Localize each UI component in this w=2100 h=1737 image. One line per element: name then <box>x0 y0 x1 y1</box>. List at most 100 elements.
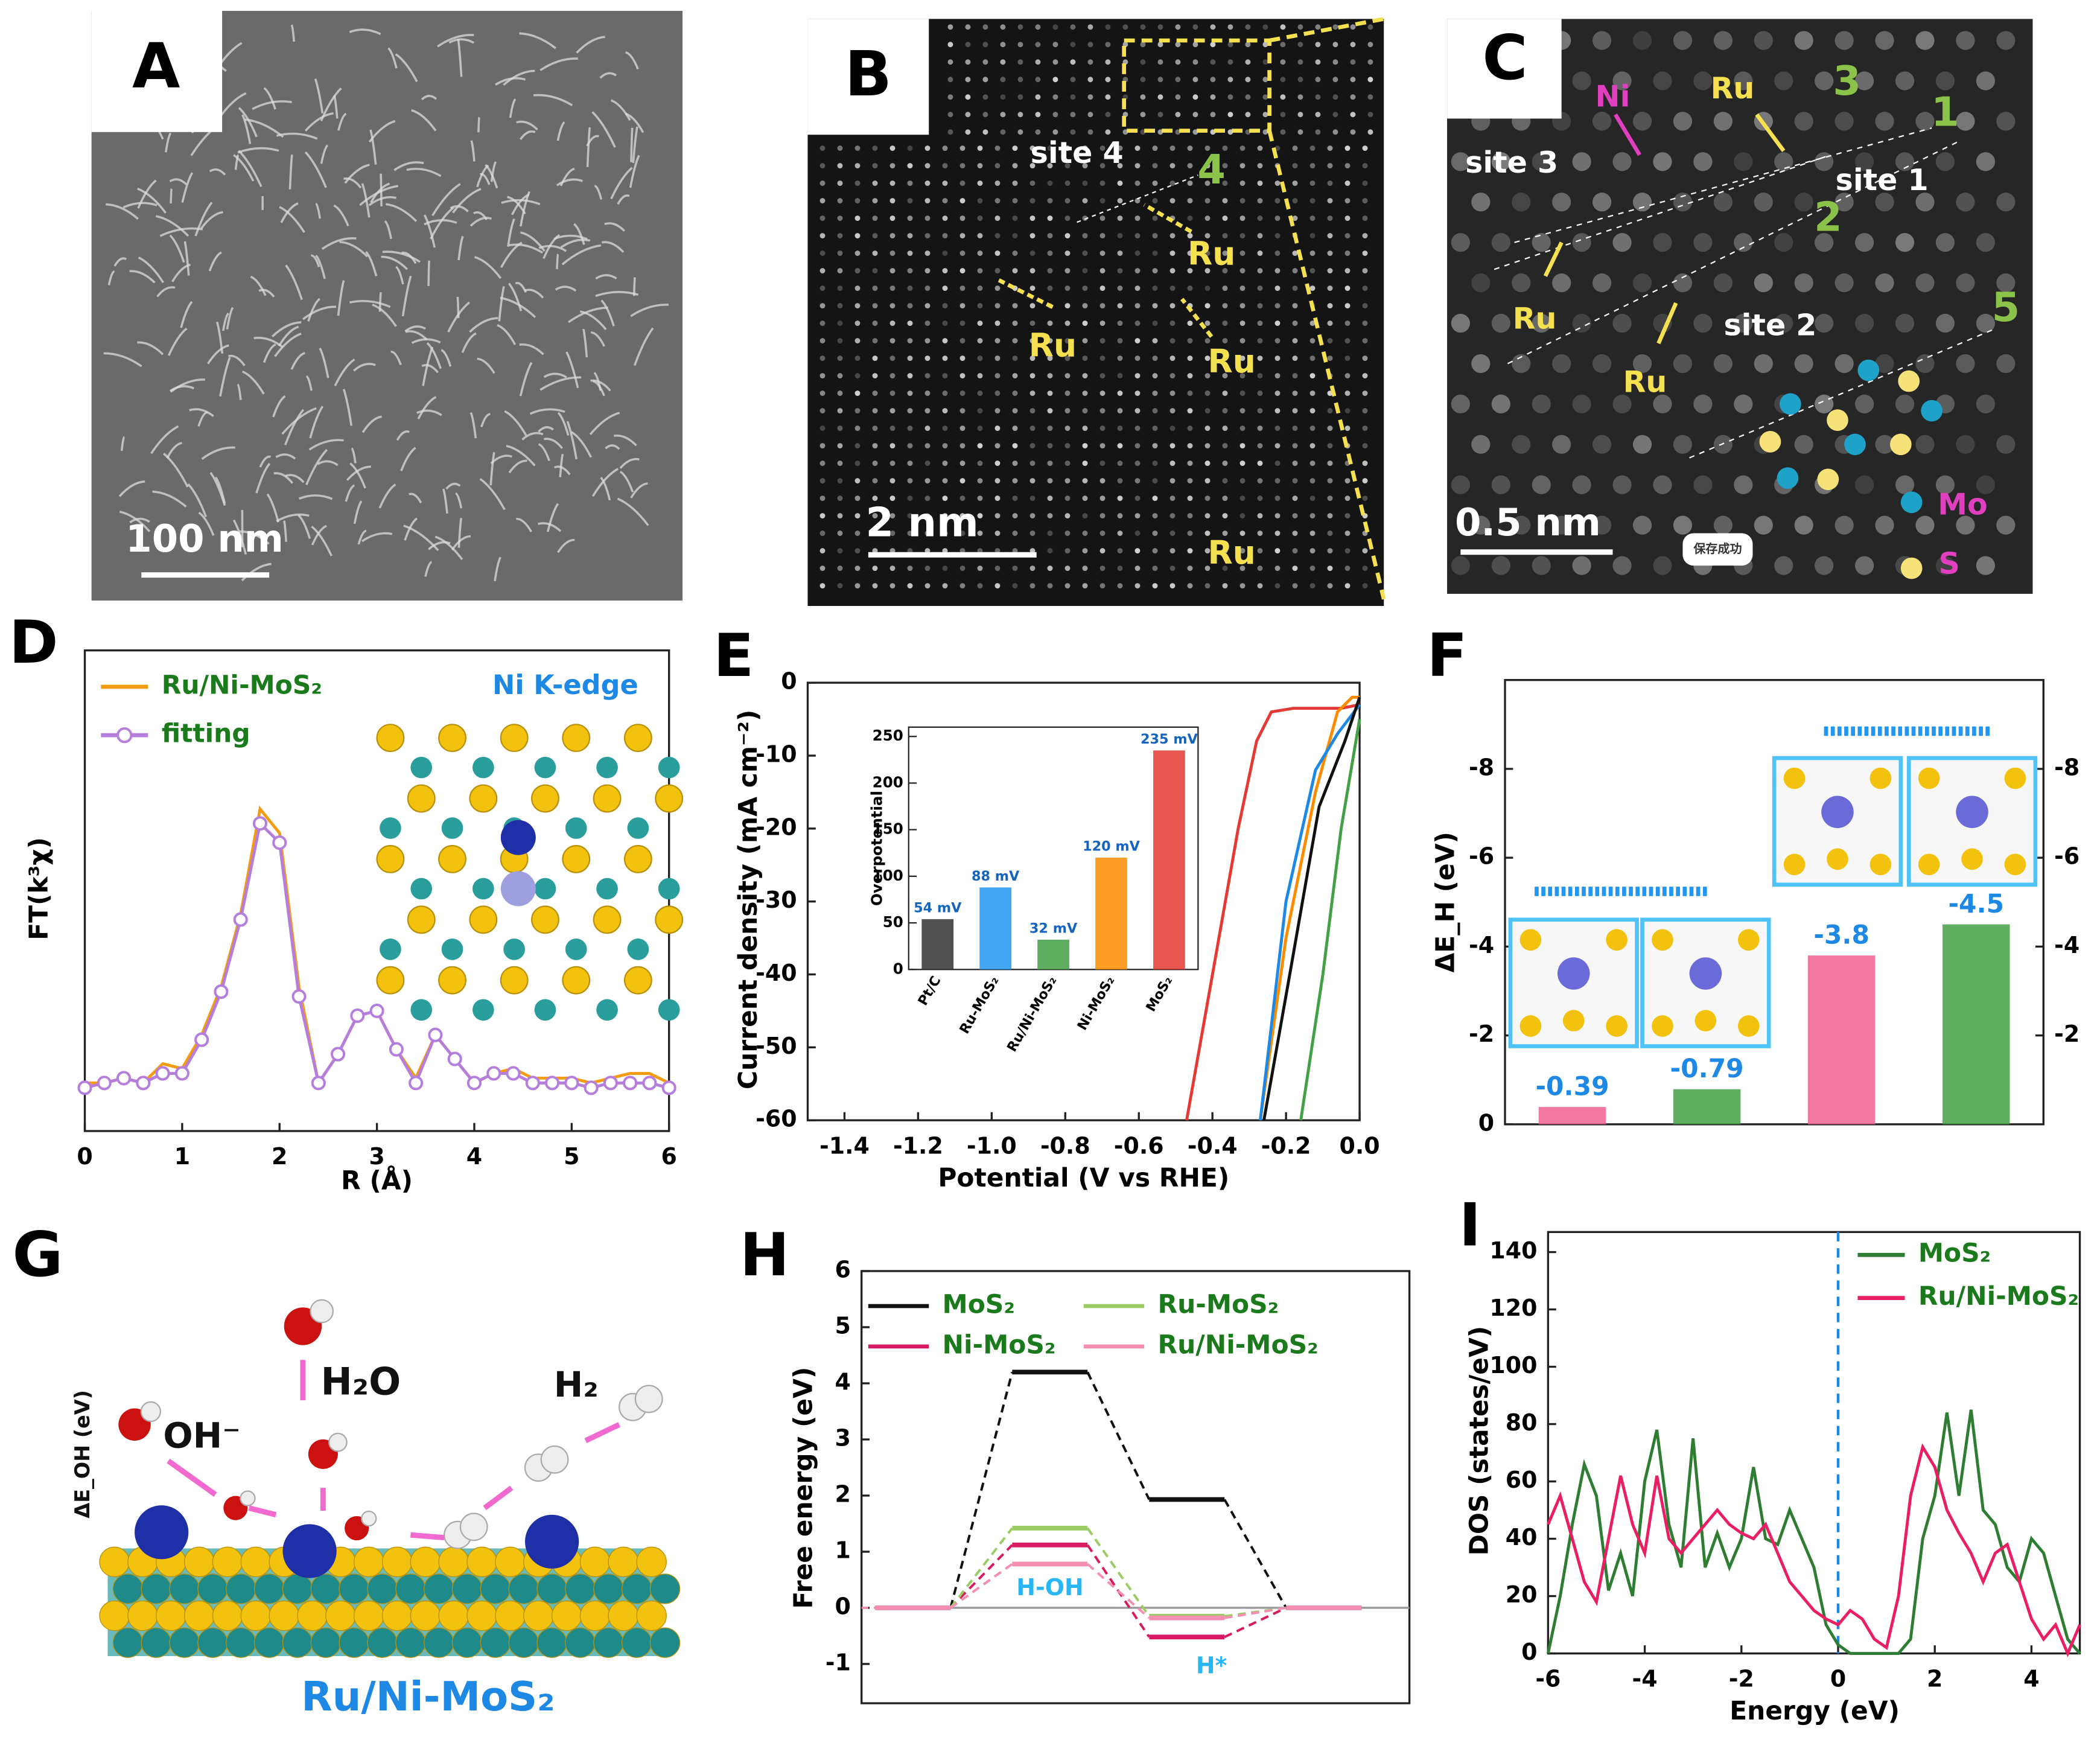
atom-dot <box>1134 566 1141 571</box>
mo-atom <box>627 817 649 839</box>
flake <box>170 378 205 393</box>
atom-dot <box>1204 250 1211 256</box>
atom-dot <box>1187 461 1193 466</box>
atom-dot <box>1204 198 1211 203</box>
atom-dot <box>1082 390 1088 396</box>
atom-dot <box>1047 198 1053 203</box>
atom-blob <box>1976 556 1995 575</box>
atom-dot <box>1134 250 1141 256</box>
atom-dot <box>819 548 826 553</box>
atom-dot <box>965 112 971 118</box>
atom-dot <box>1327 163 1333 168</box>
s-atom <box>1737 929 1760 951</box>
flake <box>372 304 397 327</box>
y-tick-label: 2 <box>835 1480 850 1507</box>
atom-dot <box>1344 496 1351 501</box>
atom-blob <box>1935 152 1955 171</box>
atom-dot <box>1187 145 1193 151</box>
atom-dot <box>1134 390 1141 396</box>
atom-dot <box>854 513 861 518</box>
atom-dot <box>942 390 948 396</box>
atom-dot <box>1082 461 1088 466</box>
atom-dot <box>889 408 896 413</box>
atom-blob <box>1875 515 1894 535</box>
atom-dot <box>1362 215 1368 221</box>
atom-dot <box>837 513 843 518</box>
atom-dot <box>907 268 913 273</box>
flake <box>219 357 231 397</box>
atom-dot <box>1362 390 1368 396</box>
arrow <box>1180 298 1214 338</box>
atom-dot <box>1327 233 1333 238</box>
atom-dot <box>854 548 861 553</box>
atom-dot <box>977 180 983 186</box>
atom-dot <box>907 443 913 448</box>
atom-dot <box>1187 531 1193 536</box>
atom-dot <box>1099 145 1106 151</box>
marker <box>545 1076 560 1091</box>
atom-dot <box>1309 268 1316 273</box>
flake <box>519 191 530 227</box>
atom-dot <box>1082 408 1088 413</box>
flake <box>494 556 501 582</box>
atom-dot <box>947 112 953 118</box>
y2-tick-label: -6 <box>2054 843 2079 870</box>
atom-dot <box>1169 320 1176 326</box>
marker <box>409 1076 424 1091</box>
atom-dot <box>1099 338 1106 343</box>
atom-dot <box>1274 320 1281 326</box>
atom-dot <box>1169 303 1176 308</box>
flake <box>556 178 583 186</box>
atom-blob <box>1815 556 1834 575</box>
atom-blob <box>1653 394 1672 413</box>
atom-dot <box>1082 338 1088 343</box>
atom-dot <box>1274 303 1281 308</box>
atom-dot <box>854 338 861 343</box>
s-atom <box>621 1627 652 1658</box>
atom-dot <box>854 145 861 151</box>
atom-dot <box>1017 24 1023 30</box>
atom-dot <box>1064 215 1071 221</box>
flake <box>337 280 345 316</box>
y-tick-label: 200 <box>873 773 903 791</box>
atom-dot <box>1227 42 1233 48</box>
atom-dot <box>1175 42 1181 48</box>
s-atom <box>376 724 405 753</box>
flake <box>200 211 223 229</box>
atom-dot <box>1029 373 1036 378</box>
atom-dot <box>1362 320 1368 326</box>
atom-dot <box>1035 94 1041 100</box>
atom-dot <box>854 390 861 396</box>
atom-dot <box>1362 145 1368 151</box>
atom-dot <box>907 566 913 571</box>
atom-dot <box>1047 496 1053 501</box>
atom-dot <box>982 24 988 30</box>
atom-dot <box>994 355 1001 361</box>
flake <box>343 177 362 189</box>
atom-blob <box>1693 71 1713 91</box>
s-atom <box>212 1546 243 1578</box>
flake <box>180 301 193 328</box>
atom-blob <box>1592 354 1612 374</box>
atom-dot <box>1134 320 1141 326</box>
atom-dot <box>1309 496 1316 501</box>
atom-dot <box>942 338 948 343</box>
atom-dot <box>1047 443 1053 448</box>
flake <box>308 439 344 451</box>
flake <box>557 538 575 553</box>
atom-dot <box>1099 180 1106 186</box>
flake <box>305 375 313 391</box>
flake <box>129 270 156 284</box>
atom-dot <box>1152 145 1158 151</box>
atom-dot <box>1292 390 1298 396</box>
atom-dot <box>1052 42 1058 48</box>
flake <box>368 196 396 206</box>
atom-dot <box>1327 268 1333 273</box>
atom-dot <box>1204 566 1211 571</box>
x-tick-label: 3 <box>369 1143 384 1170</box>
atom-blob <box>1552 273 1571 293</box>
atom-dot <box>1117 408 1123 413</box>
hydrogen <box>310 1299 334 1324</box>
s-atom <box>621 1573 652 1604</box>
atom-blob <box>1612 233 1632 252</box>
